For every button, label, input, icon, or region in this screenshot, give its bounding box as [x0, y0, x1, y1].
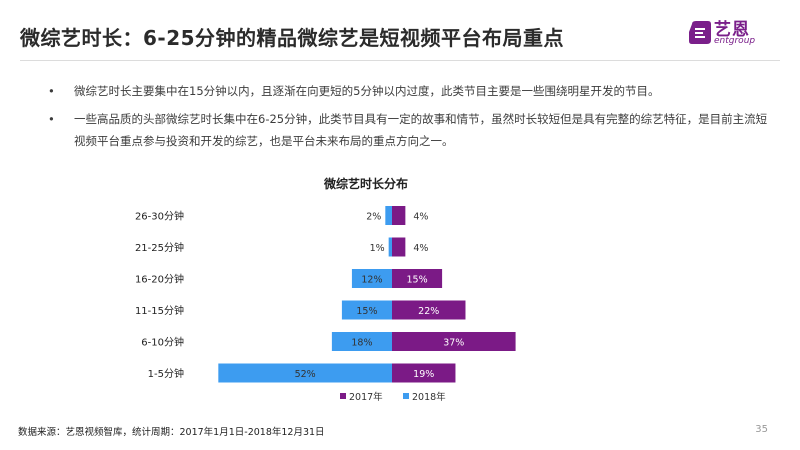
- bar-2018: [388, 237, 392, 257]
- bullet-dot: •: [48, 84, 55, 98]
- bar-2017: [392, 300, 466, 320]
- bar-2017: [392, 206, 406, 225]
- bullet-text: 一些高品质的头部微综艺时长集中在6-25分钟，此类节目具有一定的故事和情节，虽然…: [74, 112, 768, 148]
- data-label-2017: 19%: [413, 369, 434, 380]
- bar-2018: [331, 332, 392, 351]
- legend-swatch-2018: [403, 393, 409, 399]
- data-label-2018: 52%: [295, 369, 316, 380]
- brand-logo: 艺恩 entgroup: [688, 16, 788, 50]
- data-label-2017: 15%: [406, 275, 427, 286]
- legend-swatch-2017: [340, 393, 346, 399]
- legend-label-2018: 2018年: [412, 391, 446, 403]
- bar-2018: [351, 269, 392, 288]
- bullet-list: • 微综艺时长主要集中在15分钟以内，且逐渐在向更短的5分钟以内过度，此类节目主…: [48, 80, 768, 158]
- category-label: 16-20分钟: [135, 273, 184, 286]
- logo-text-cn: 艺恩: [714, 20, 750, 40]
- header-divider: [20, 60, 780, 61]
- bar-2017: [392, 332, 516, 351]
- category-label: 6-10分钟: [141, 336, 184, 349]
- bullet-dot: •: [48, 112, 55, 126]
- data-label-2018: 18%: [351, 338, 372, 349]
- bar-2018: [385, 206, 392, 225]
- data-source-note: 数据来源：艺恩视频智库，统计周期：2017年1月1日-2018年12月31日: [18, 427, 325, 438]
- data-label-2018: 2%: [366, 212, 381, 223]
- category-label: 1-5分钟: [148, 367, 184, 380]
- page-title: 微综艺时长：6-25分钟的精品微综艺是短视频平台布局重点: [20, 26, 565, 50]
- category-label: 26-30分钟: [135, 210, 184, 223]
- entgroup-logo-icon: [689, 21, 711, 44]
- bar-2018: [218, 363, 392, 383]
- page-number: 35: [755, 424, 768, 435]
- bar-2017: [392, 269, 443, 288]
- bullet-text: 微综艺时长主要集中在15分钟以内，且逐渐在向更短的5分钟以内过度，此类节目主要是…: [74, 84, 660, 98]
- data-label-2017: 4%: [413, 243, 428, 254]
- bullet-item: • 一些高品质的头部微综艺时长集中在6-25分钟，此类节目具有一定的故事和情节，…: [48, 108, 768, 152]
- data-label-2018: 1%: [370, 243, 385, 254]
- bar-2017: [392, 237, 406, 257]
- bar-2017: [392, 363, 456, 383]
- data-label-2017: 22%: [418, 306, 439, 317]
- bar-2018: [341, 300, 392, 320]
- legend-label-2017: 2017年: [349, 391, 383, 403]
- category-label: 11-15分钟: [135, 304, 184, 317]
- data-label-2018: 15%: [356, 306, 377, 317]
- category-label: 21-25分钟: [135, 241, 184, 254]
- logo-text-en: entgroup: [714, 36, 756, 46]
- chart-title: 微综艺时长分布: [323, 176, 408, 191]
- data-label-2017: 4%: [413, 212, 428, 223]
- data-label-2018: 12%: [361, 275, 382, 286]
- data-label-2017: 37%: [443, 338, 464, 349]
- bullet-item: • 微综艺时长主要集中在15分钟以内，且逐渐在向更短的5分钟以内过度，此类节目主…: [48, 80, 768, 102]
